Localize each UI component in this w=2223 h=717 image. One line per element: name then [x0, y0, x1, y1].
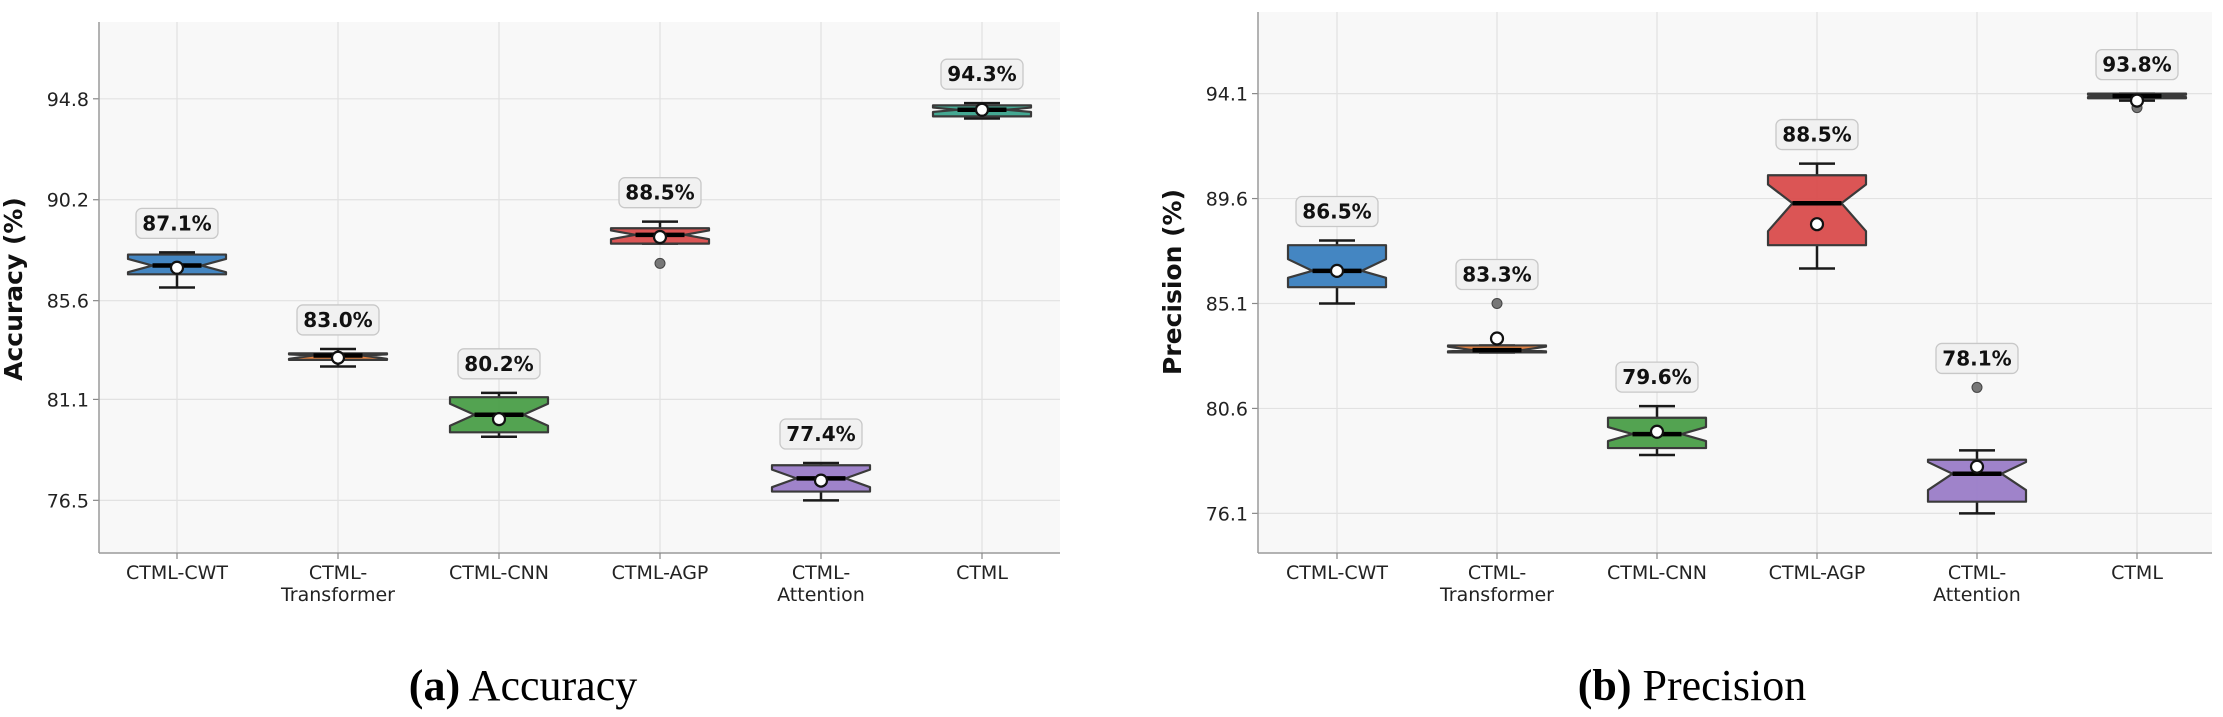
mean-marker	[2129, 93, 2145, 108]
mean-marker	[491, 412, 507, 427]
value-label-box	[2095, 48, 2179, 81]
x-tick-label: Transformer	[280, 584, 395, 606]
box-body	[1766, 174, 1868, 247]
outlier-point	[654, 257, 666, 269]
y-tick-label: 85.1	[1206, 293, 1248, 315]
value-label-box	[1295, 195, 1379, 228]
y-tick-label: 81.1	[47, 389, 89, 411]
box-ctml-cwt: 87.1%	[126, 207, 228, 289]
box-ctml-agp: 88.5%	[1766, 118, 1868, 270]
value-label: 86.5%	[1302, 200, 1371, 224]
x-tick-label: Attention	[777, 584, 865, 606]
box-ctml-cnn: 79.6%	[1606, 361, 1708, 457]
y-tick-label: 94.1	[1206, 84, 1248, 106]
box-ctml-attention: 78.1%	[1926, 342, 2028, 515]
y-tick-label: 94.8	[47, 89, 89, 111]
mean-marker	[1329, 263, 1345, 278]
x-tick-label: CTML-AGP	[1769, 562, 1866, 584]
mean-marker	[330, 350, 346, 365]
mean-marker	[1969, 459, 1985, 474]
mean-marker	[813, 473, 829, 488]
outlier-point	[1971, 381, 1983, 393]
mean-marker	[1649, 424, 1665, 439]
box-body	[1926, 458, 2028, 503]
y-tick-label: 89.6	[1206, 189, 1248, 211]
x-tick-label: CTML-CWT	[126, 562, 228, 584]
outlier-point	[1491, 297, 1503, 309]
panel-a-accuracy: 76.5 81.1 85.6 90.2 94.8 Accuracy (%) 87.1% CTM…	[0, 22, 1060, 606]
value-label-box	[457, 348, 541, 380]
value-label-box	[779, 418, 863, 450]
x-tick-label: CTML-	[309, 562, 367, 584]
x-tick-label: CTML-CNN	[449, 562, 549, 584]
value-label: 79.6%	[1622, 365, 1691, 389]
y-tick-label: 76.1	[1206, 503, 1248, 525]
value-label-box	[1935, 342, 2019, 375]
x-tick-label: Transformer	[1439, 584, 1554, 606]
box-ctml-agp: 88.5%	[609, 177, 711, 269]
mean-marker	[1489, 331, 1505, 346]
value-label-box	[135, 207, 219, 240]
value-label: 78.1%	[1942, 346, 2011, 370]
mean-marker	[974, 102, 990, 117]
x-tick-label: CTML-	[792, 562, 850, 584]
x-tick-label: CTML-	[1468, 562, 1526, 584]
value-label: 83.3%	[1462, 262, 1531, 286]
x-tick-label: CTML	[956, 562, 1008, 584]
value-label: 93.8%	[2102, 53, 2171, 77]
y-tick-label: 85.6	[47, 291, 89, 313]
plot-area	[99, 22, 1060, 553]
box-ctml-cnn: 80.2%	[448, 348, 550, 438]
x-tick-label: CTML-	[1948, 562, 2006, 584]
value-label: 88.5%	[625, 181, 694, 205]
box-ctml-attention: 77.4%	[770, 418, 872, 502]
box-ctml-transformer: 83.0%	[287, 304, 389, 368]
box-ctml-cwt: 86.5%	[1286, 195, 1388, 305]
y-axis-title: Accuracy (%)	[0, 197, 28, 381]
x-tick-label: CTML-AGP	[612, 562, 709, 584]
y-axis-title: Precision (%)	[1158, 189, 1187, 375]
box-ctml: 93.8%	[2086, 48, 2188, 114]
value-label-box	[296, 304, 380, 336]
box-ctml: 94.3%	[931, 58, 1033, 120]
x-tick-label: CTML-CNN	[1607, 562, 1707, 584]
box-ctml-transformer: 83.3%	[1446, 258, 1548, 354]
value-label-box	[618, 177, 702, 209]
mean-marker	[652, 229, 668, 245]
value-label: 80.2%	[464, 352, 533, 376]
value-label: 77.4%	[786, 422, 855, 446]
mean-marker	[1809, 217, 1825, 232]
value-label-box	[1775, 118, 1859, 151]
caption-a: (a) Accuracy	[409, 661, 637, 710]
plot-area	[1258, 12, 2212, 553]
value-label: 87.1%	[142, 211, 211, 235]
value-label-box	[1455, 258, 1539, 291]
mean-marker	[169, 260, 185, 275]
x-tick-label: CTML	[2111, 562, 2163, 584]
panel-b-precision: 76.1 80.6 85.1 89.6 94.1 Precision (%) 86.5% CT…	[1158, 12, 2212, 606]
x-tick-label: Attention	[1933, 584, 2021, 606]
caption-b: (b) Precision	[1578, 661, 1807, 710]
value-label-box	[940, 58, 1024, 90]
y-tick-label: 80.6	[1206, 398, 1248, 420]
value-label-box	[1615, 361, 1699, 393]
y-tick-label: 90.2	[47, 190, 89, 212]
y-tick-label: 76.5	[47, 490, 89, 512]
value-label: 88.5%	[1782, 123, 1851, 147]
value-label: 83.0%	[303, 308, 372, 332]
x-tick-label: CTML-CWT	[1286, 562, 1388, 584]
value-label: 94.3%	[947, 62, 1016, 86]
